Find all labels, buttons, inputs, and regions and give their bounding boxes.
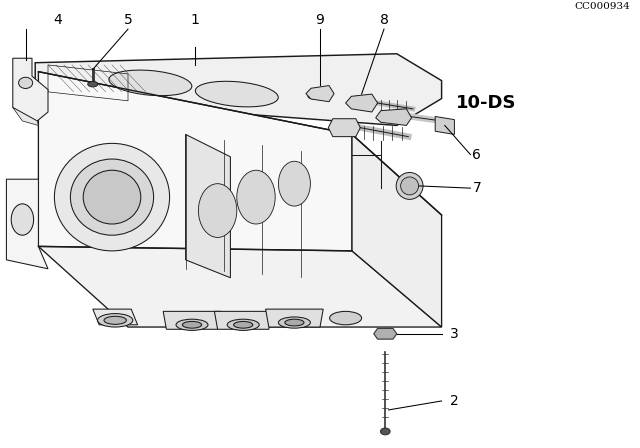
Ellipse shape [380,428,390,435]
Ellipse shape [182,321,202,328]
Text: CC000934: CC000934 [575,2,630,11]
Ellipse shape [97,314,133,327]
Ellipse shape [330,311,362,325]
Polygon shape [306,86,334,102]
Ellipse shape [285,319,304,326]
Ellipse shape [12,204,34,235]
Polygon shape [374,328,397,339]
Text: 1: 1 [191,13,200,27]
Text: 7: 7 [472,181,481,195]
Polygon shape [214,311,272,329]
Ellipse shape [195,81,278,107]
Polygon shape [266,309,323,327]
Polygon shape [346,94,378,112]
Ellipse shape [176,319,208,330]
Text: 4: 4 [53,13,62,27]
Ellipse shape [109,70,192,96]
Polygon shape [435,116,454,134]
Ellipse shape [54,143,170,251]
Ellipse shape [88,82,98,87]
Polygon shape [35,54,442,125]
Ellipse shape [278,161,310,206]
Text: 2: 2 [450,394,459,408]
Polygon shape [163,311,221,329]
Ellipse shape [234,321,253,328]
Ellipse shape [104,316,127,324]
Ellipse shape [227,319,259,330]
Ellipse shape [19,77,33,89]
Polygon shape [352,134,442,327]
Ellipse shape [278,317,310,328]
Polygon shape [186,134,230,278]
Ellipse shape [83,170,141,224]
Polygon shape [13,58,48,121]
Ellipse shape [70,159,154,235]
Ellipse shape [308,94,319,99]
Ellipse shape [198,184,237,237]
Ellipse shape [401,177,419,195]
Text: 6: 6 [472,147,481,162]
Polygon shape [38,72,352,314]
Text: 9: 9 [316,13,324,27]
Ellipse shape [396,172,423,199]
Ellipse shape [237,170,275,224]
Text: 8: 8 [380,13,388,27]
Text: 3: 3 [450,327,459,341]
Polygon shape [13,108,38,125]
Polygon shape [38,246,442,327]
Polygon shape [93,309,138,325]
Polygon shape [328,119,360,137]
Polygon shape [376,109,412,125]
Text: 10-DS: 10-DS [456,94,516,112]
Polygon shape [6,179,48,269]
Text: 5: 5 [124,13,132,27]
